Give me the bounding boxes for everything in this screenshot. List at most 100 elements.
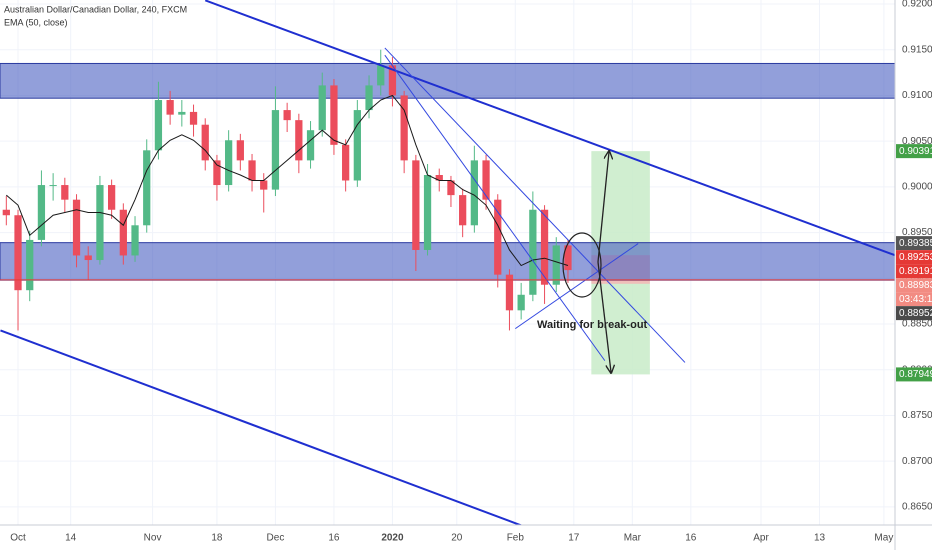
x-tick-label: 20	[451, 533, 463, 544]
candle-body	[225, 140, 233, 186]
chart-title: Australian Dollar/Canadian Dollar, 240, …	[4, 4, 187, 14]
candle-body	[131, 225, 139, 256]
candle-body	[178, 111, 186, 115]
x-tick-label: 14	[65, 533, 77, 544]
candle-body	[552, 245, 560, 285]
candle-body	[72, 199, 81, 256]
candle-body	[330, 85, 338, 145]
price-label-bg	[896, 264, 932, 279]
candle-body	[283, 110, 291, 121]
candle-body	[189, 111, 198, 125]
price-label-bg	[896, 236, 932, 251]
candle-body	[482, 160, 490, 200]
candle-body	[248, 160, 256, 181]
plot-area	[0, 0, 895, 525]
price-label-bg	[896, 306, 932, 321]
candle-body	[271, 110, 280, 190]
candle-body	[388, 65, 397, 96]
zone	[0, 242, 895, 281]
price-label: 0.89191	[899, 266, 932, 277]
price-label: 0.88952	[899, 308, 932, 319]
candle-body	[96, 185, 104, 261]
x-tick-label: 16	[328, 533, 340, 544]
x-tick-label: Mar	[624, 533, 642, 544]
candle-body	[365, 85, 373, 111]
x-tick-label: Nov	[144, 533, 162, 544]
candle-body	[2, 209, 10, 216]
price-label: 0.89385	[899, 238, 932, 249]
candle-body	[494, 199, 502, 275]
candle-body	[119, 209, 127, 256]
candle-body	[470, 160, 478, 226]
y-tick-label: 0.86500	[902, 502, 932, 513]
candle-body	[260, 180, 268, 190]
candle-body	[564, 245, 572, 271]
arrow-down	[597, 261, 611, 372]
candle-body	[318, 85, 326, 131]
trendline	[204, 0, 895, 257]
price-label-bg	[896, 292, 932, 307]
candle-body	[459, 195, 467, 226]
candle-body	[377, 65, 385, 86]
price-label-bg	[896, 367, 932, 382]
x-tick-label: 18	[211, 533, 223, 544]
x-tick-label: Apr	[753, 533, 769, 544]
x-tick-label: 16	[685, 533, 697, 544]
candle-body	[166, 100, 174, 115]
candle-body	[517, 294, 525, 311]
candle-body	[342, 144, 350, 181]
candle-body	[423, 175, 432, 250]
annotation: Waiting for break-out	[537, 319, 648, 331]
candle-body	[529, 209, 537, 295]
x-tick-label: May	[874, 533, 893, 544]
arrow-up	[597, 152, 609, 263]
price-label: 03:43:15	[899, 294, 932, 305]
ema-line	[5, 94, 569, 267]
candle-body	[447, 180, 455, 196]
x-tick-label: 2020	[381, 533, 404, 544]
legend-ema: EMA (50, close)	[4, 17, 68, 27]
x-tick-label: 13	[814, 533, 826, 544]
candle-body	[236, 140, 244, 161]
trendline	[384, 54, 606, 361]
price-label: 0.87949	[899, 369, 932, 380]
candle-body	[84, 255, 92, 261]
candle-body	[435, 175, 443, 181]
candle-body	[37, 185, 46, 240]
price-label: 0.90391	[899, 146, 932, 157]
trendline	[384, 47, 686, 363]
price-label: 0.88983	[899, 280, 932, 291]
candle-body	[143, 150, 151, 226]
candle-body	[201, 124, 209, 161]
candle-body	[14, 215, 22, 291]
candle-body	[306, 130, 315, 161]
price-label: 0.89253	[899, 252, 932, 263]
candle-body	[154, 100, 163, 151]
x-tick-label: Dec	[267, 533, 285, 544]
x-tick-label: Oct	[10, 533, 26, 544]
candle-body	[412, 160, 420, 250]
drawings: Waiting for break-out	[537, 152, 648, 372]
candle-body	[49, 185, 57, 187]
trendline	[0, 329, 523, 525]
candle-body	[505, 274, 514, 311]
price-label-bg	[896, 250, 932, 265]
price-label-bg	[896, 144, 932, 159]
trendline	[515, 243, 639, 330]
x-tick-label: Feb	[507, 533, 525, 544]
circle	[562, 232, 602, 298]
candle-body	[26, 239, 34, 291]
candle-body	[295, 120, 303, 161]
